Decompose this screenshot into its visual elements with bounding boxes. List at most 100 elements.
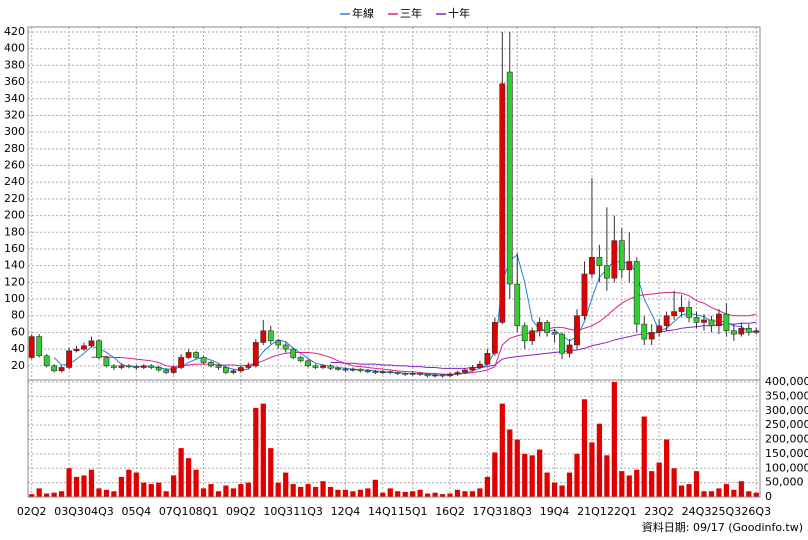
candle-body [96,340,102,358]
candle-body [140,365,147,368]
volume-bar [88,469,95,497]
candle-body [574,315,580,346]
y-tick-label: 400 [4,42,25,55]
y-tick-label: 200 [4,209,25,222]
volume-bar [574,453,580,497]
candle-body [185,352,192,358]
y2-tick-label: 0 [765,490,772,503]
volume-bar [686,484,692,497]
candle-body [133,366,140,368]
volume-bar [649,471,655,497]
candle-body [350,368,356,371]
candle-body [626,261,633,271]
y-tick-label: 100 [4,292,25,305]
candle-body [701,319,707,323]
candle-body [148,365,155,368]
candle-body [708,319,715,327]
volume-bar [268,448,274,497]
candle-body [678,307,685,312]
candle-body [521,325,528,342]
candle-body [81,345,87,350]
volume-bar [708,491,715,497]
candle-body [364,370,371,373]
x-tick-label: 11Q3 [293,505,323,518]
candle-body [51,365,58,372]
candle-body [439,374,446,377]
volume-bar [365,488,371,497]
volume-bar [596,423,603,497]
ma-line [91,291,757,375]
volume-bar [163,491,169,497]
candle-body [320,365,326,368]
volume-bar [178,448,184,497]
volume-bar [731,489,737,497]
candle-body [245,365,252,368]
x-tick-label: 04Q3 [84,505,114,518]
candle-body [402,373,409,375]
legend-label: 十年 [448,6,470,20]
volume-bar [514,439,520,497]
volume-bar [424,493,431,497]
volume-bar [522,453,528,497]
x-tick-label: 09Q2 [226,505,256,518]
volume-bar [230,488,237,497]
candle-body [28,336,35,358]
candle-body [223,367,229,373]
x-tick-label: 17Q3 [473,505,503,518]
volume-bar [298,486,304,497]
volume-bar [432,492,438,497]
candle-body [447,373,453,377]
candle-body [648,332,655,340]
candle-body [36,336,43,357]
x-tick-label: 02Q2 [17,505,47,518]
volume-bar [342,489,349,497]
x-tick-label: 24Q3 [682,505,712,518]
candle-body [387,371,394,373]
volume-bar [29,494,35,497]
volume-bar [245,482,251,497]
volume-bar [103,489,110,497]
volume-bar [36,488,42,497]
candle-body [282,344,289,350]
x-tick-label: 26Q3 [741,505,771,518]
x-tick-label: 10Q3 [263,505,293,518]
volume-bar [335,489,341,497]
candle-body [372,371,379,373]
candle-body [424,373,431,377]
volume-bar [626,475,632,497]
volume-bar [73,476,80,497]
candle-body [118,365,125,368]
y-tick-label: 340 [4,92,25,105]
candle-body [73,348,80,352]
volume-bar [223,485,229,497]
candle-body [327,365,334,369]
volume-bar [238,484,244,497]
candle-body [506,71,513,285]
volume-bar [499,403,505,497]
candle-body [581,273,588,317]
volume-bar [544,472,550,497]
candle-body [491,322,498,354]
volume-bar [133,472,139,497]
plot-frame [27,26,761,498]
candle-body [305,360,312,367]
candle-body [417,373,424,375]
candle-body [462,369,468,373]
candle-body [618,240,625,271]
y-tick-label: 40 [11,342,25,355]
y2-tick-label: 50,000 [765,476,804,489]
volume-bar [634,469,640,497]
candle-body [163,369,170,373]
candle-body [208,362,214,367]
candle-body [633,261,640,325]
y-tick-label: 20 [11,359,25,372]
y-tick-label: 300 [4,125,25,138]
candle-body [656,325,663,333]
volume-bar [357,489,364,497]
volume-bar [477,488,483,497]
volume-bar [417,489,423,497]
candle-body [215,365,222,368]
volume-bar [66,468,72,497]
volume-bar [678,485,685,497]
